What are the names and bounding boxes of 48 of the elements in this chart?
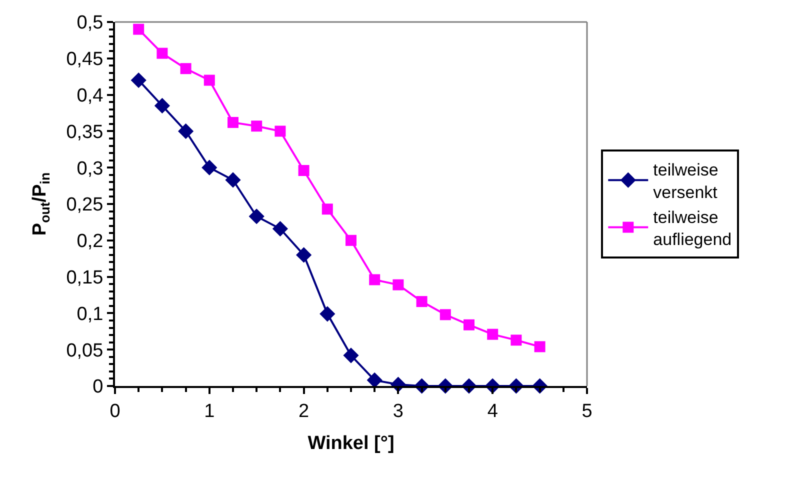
y-tick-label: 0,1 xyxy=(76,304,104,325)
point xyxy=(248,208,264,224)
point xyxy=(274,126,286,137)
point xyxy=(296,247,312,263)
y-tick-label: 0,4 xyxy=(76,85,104,106)
x-tick-label: 4 xyxy=(487,400,498,422)
x-tick-label: 1 xyxy=(204,400,215,422)
point xyxy=(204,74,215,86)
point xyxy=(225,172,241,188)
point xyxy=(392,279,404,290)
x-tick-label: 2 xyxy=(298,400,310,422)
point xyxy=(320,306,336,322)
legend-label: teilweise aufliegend xyxy=(653,208,732,249)
y-tick-label: 0 xyxy=(92,376,104,398)
point xyxy=(322,204,333,215)
x-tick-label: 5 xyxy=(582,400,592,422)
point xyxy=(464,319,474,330)
point xyxy=(228,116,238,128)
point xyxy=(346,234,356,246)
y-tick-label: 0,15 xyxy=(66,267,104,288)
point xyxy=(416,296,428,308)
y-tick-label: 0,35 xyxy=(66,122,104,143)
point xyxy=(272,220,288,237)
y-tick-label: 0,5 xyxy=(76,12,104,34)
point xyxy=(154,98,170,114)
y-tick-label: 0,2 xyxy=(76,231,104,252)
point xyxy=(251,120,262,132)
y-tick-label: 0,05 xyxy=(66,340,104,362)
point xyxy=(298,165,310,176)
point xyxy=(510,334,522,346)
y-tick-label: 0,25 xyxy=(66,194,104,216)
point xyxy=(534,341,546,352)
y-tick-label: 0,45 xyxy=(66,49,104,70)
point xyxy=(487,328,498,340)
point xyxy=(369,274,380,286)
x-tick-label: 0 xyxy=(110,400,120,422)
x-axis-title: Winkel [°] xyxy=(308,433,394,454)
point xyxy=(133,24,144,35)
point xyxy=(130,72,146,88)
point xyxy=(156,48,168,59)
point xyxy=(180,63,192,74)
x-tick-label: 3 xyxy=(392,400,404,422)
point xyxy=(178,123,194,139)
point xyxy=(366,372,382,388)
point xyxy=(343,348,359,364)
point xyxy=(202,160,218,176)
y-tick-label: 0,3 xyxy=(76,158,104,180)
point xyxy=(440,309,451,320)
